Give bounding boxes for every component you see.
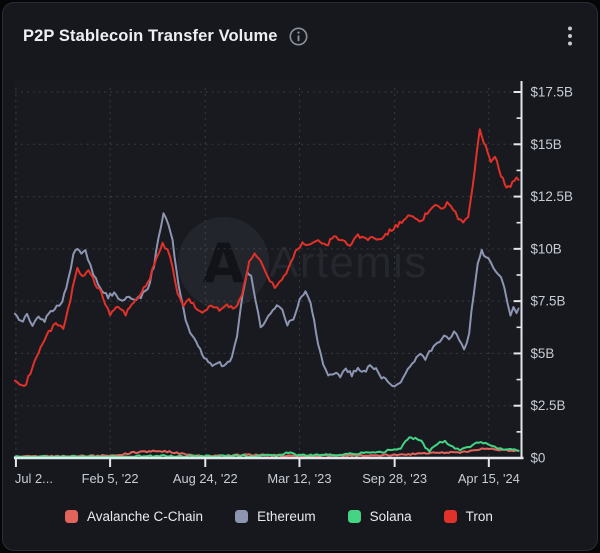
x-axis-label: Mar 12, '23 bbox=[267, 471, 331, 486]
kebab-menu-icon[interactable] bbox=[563, 23, 577, 49]
chart-canvas[interactable]: A Artemis Jul 2... Feb 5, '22 Aug 24, '22 Mar… bbox=[3, 61, 597, 493]
y-axis-label: $10B bbox=[530, 241, 561, 256]
watermark-text: Artemis bbox=[269, 238, 428, 287]
legend-label: Tron bbox=[465, 509, 493, 524]
x-axis-label: Apr 15, '24 bbox=[458, 471, 520, 486]
legend-item-ethereum[interactable]: Ethereum bbox=[235, 509, 316, 524]
legend-item-solana[interactable]: Solana bbox=[347, 509, 412, 524]
legend-label: Ethereum bbox=[257, 509, 316, 524]
y-axis-label: $0 bbox=[530, 450, 545, 465]
series-line-solana[interactable] bbox=[13, 436, 520, 458]
y-axis-label: $5B bbox=[530, 346, 554, 361]
legend-swatch-ethereum bbox=[235, 510, 249, 523]
watermark-logo-letter: A bbox=[203, 232, 245, 295]
x-axis-label: Aug 24, '22 bbox=[173, 471, 238, 486]
x-axis-label: Jul 2... bbox=[15, 471, 53, 486]
x-axis-label: Feb 5, '22 bbox=[82, 471, 139, 486]
legend-label: Avalanche C-Chain bbox=[87, 509, 204, 524]
legend-item-avalanche-c-chain[interactable]: Avalanche C-Chain bbox=[65, 509, 203, 524]
series-line-ethereum[interactable] bbox=[13, 212, 520, 388]
legend-swatch-avalanche-c-chain bbox=[65, 510, 78, 523]
legend-item-tron[interactable]: Tron bbox=[443, 509, 493, 524]
chart-legend: Avalanche C-Chain Ethereum Solana Tron bbox=[65, 509, 493, 524]
info-circle-icon[interactable] bbox=[288, 26, 309, 47]
y-axis-label: $7.5B bbox=[530, 294, 565, 309]
y-axis-label: $15B bbox=[530, 137, 561, 152]
y-axis-label: $2.5B bbox=[530, 398, 565, 413]
series-line-tron[interactable] bbox=[13, 128, 520, 387]
legend-swatch-solana bbox=[347, 510, 361, 523]
page-title: P2P Stablecoin Transfer Volume bbox=[23, 26, 278, 45]
watermark-logo-circle bbox=[177, 217, 270, 309]
y-axis-label: $17.5B bbox=[530, 84, 572, 99]
legend-swatch-tron bbox=[443, 510, 457, 523]
y-axis-label: $12.5B bbox=[530, 189, 572, 204]
x-axis-label: Sep 28, '23 bbox=[362, 471, 427, 486]
legend-label: Solana bbox=[369, 509, 412, 524]
card-header: P2P Stablecoin Transfer Volume bbox=[3, 3, 597, 49]
